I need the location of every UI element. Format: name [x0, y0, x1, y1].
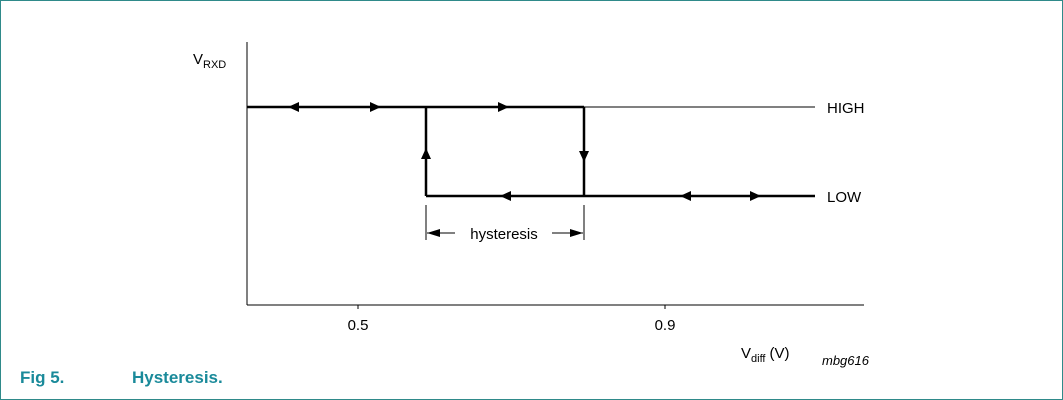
figure-caption: Fig 5. Hysteresis.: [20, 368, 223, 388]
low-right-arrow: [750, 191, 761, 201]
down-arrow: [579, 151, 589, 162]
hysteresis-left-arrowhead: [427, 229, 440, 237]
figure-number: Fig 5.: [20, 368, 65, 387]
high-left-arrow: [288, 102, 299, 112]
y-axis-label: VRXD: [193, 51, 226, 71]
up-arrow: [421, 148, 431, 159]
low-left-arrow-1: [500, 191, 511, 201]
tick-label-0-5: 0.5: [348, 317, 369, 334]
high-label: HIGH: [827, 100, 865, 117]
low-left-arrow-2: [680, 191, 691, 201]
figure-code: mbg616: [822, 353, 870, 368]
high-right-arrow-2: [498, 102, 509, 112]
high-right-arrow-1: [370, 102, 381, 112]
hysteresis-right-arrowhead: [570, 229, 583, 237]
tick-label-0-9: 0.9: [655, 317, 676, 334]
figure-title: Hysteresis.: [132, 368, 223, 387]
hysteresis-label: hysteresis: [470, 226, 538, 243]
low-label: LOW: [827, 189, 862, 206]
x-axis-label: Vdiff (V): [741, 345, 790, 365]
